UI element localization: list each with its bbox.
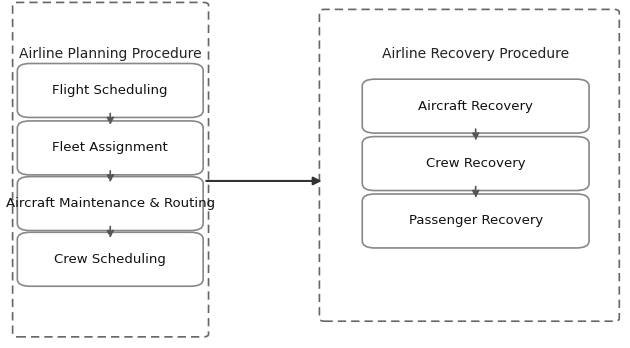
FancyBboxPatch shape: [362, 79, 589, 133]
FancyBboxPatch shape: [17, 63, 203, 118]
FancyBboxPatch shape: [362, 194, 589, 248]
Text: Aircraft Recovery: Aircraft Recovery: [418, 100, 533, 113]
FancyBboxPatch shape: [362, 136, 589, 191]
Text: Airline Recovery Procedure: Airline Recovery Procedure: [382, 47, 570, 61]
Text: Crew Scheduling: Crew Scheduling: [54, 253, 166, 266]
FancyBboxPatch shape: [17, 177, 203, 231]
Text: Passenger Recovery: Passenger Recovery: [408, 214, 543, 228]
FancyBboxPatch shape: [17, 232, 203, 286]
Text: Crew Recovery: Crew Recovery: [426, 157, 525, 170]
Text: Flight Scheduling: Flight Scheduling: [52, 84, 168, 97]
FancyBboxPatch shape: [17, 121, 203, 175]
Text: Fleet Assignment: Fleet Assignment: [52, 141, 168, 155]
Text: Aircraft Maintenance & Routing: Aircraft Maintenance & Routing: [6, 197, 215, 210]
Text: Airline Planning Procedure: Airline Planning Procedure: [19, 47, 202, 61]
